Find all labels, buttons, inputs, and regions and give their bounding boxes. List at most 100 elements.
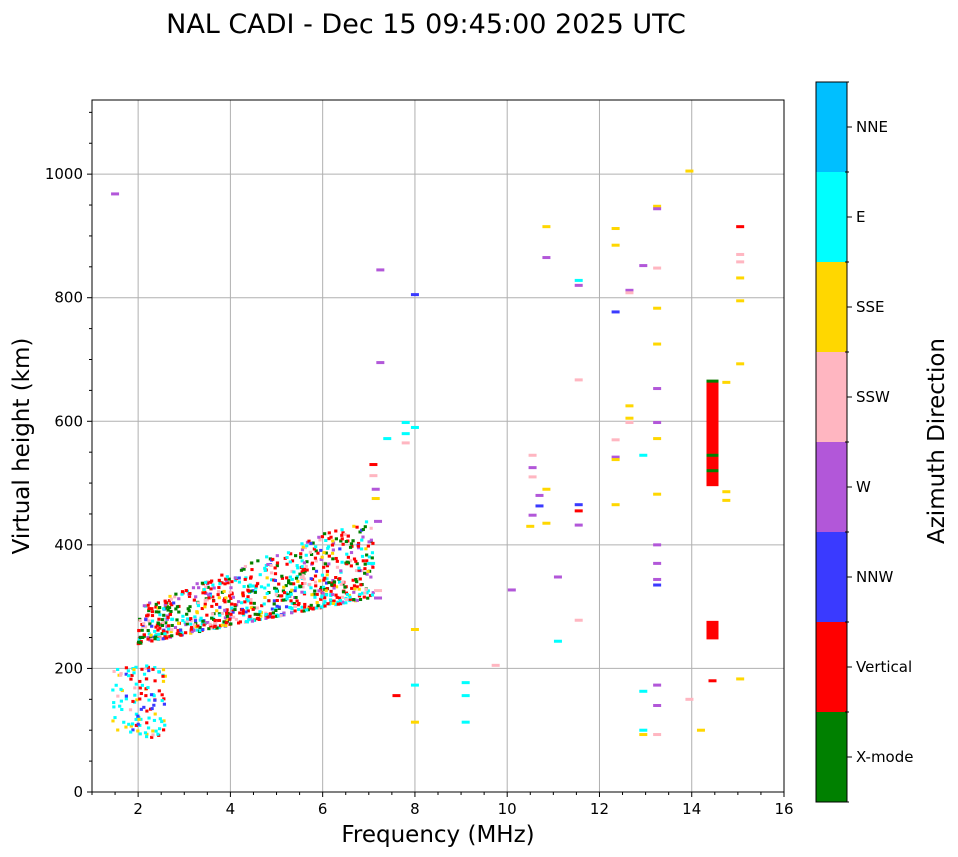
- echo-sse: [611, 458, 620, 462]
- echo-vertical: [165, 636, 169, 640]
- echo-vertical: [315, 592, 319, 596]
- echo-e: [367, 561, 376, 565]
- echo-ssw: [303, 581, 307, 585]
- echo-e: [130, 722, 135, 726]
- echo-sse: [224, 624, 228, 628]
- echo-sse: [259, 614, 263, 618]
- echo-vertical: [248, 614, 252, 618]
- echo-vertical: [248, 576, 253, 580]
- echo-e: [302, 590, 306, 594]
- echo-vertical: [225, 608, 229, 612]
- echo-e: [204, 580, 208, 584]
- echo-vertical: [246, 595, 250, 599]
- echo-e: [200, 622, 204, 626]
- echo-x-mode: [273, 586, 277, 590]
- echo-x-mode: [298, 584, 302, 588]
- echo-sse: [611, 227, 620, 231]
- echo-e: [262, 602, 266, 606]
- echo-w: [653, 387, 662, 391]
- echo-e: [329, 594, 333, 598]
- echo-sse: [722, 498, 731, 502]
- echo-e: [574, 278, 583, 282]
- echo-e: [134, 712, 139, 716]
- echo-vertical: [192, 598, 196, 602]
- echo-sse: [331, 539, 335, 543]
- echo-e: [237, 580, 242, 584]
- echo-e: [338, 598, 342, 602]
- echo-sse: [542, 225, 551, 229]
- echo-e: [300, 565, 304, 569]
- echo-e: [199, 616, 203, 620]
- echo-w: [197, 586, 201, 590]
- echo-e: [160, 699, 164, 703]
- echo-x-mode: [175, 605, 180, 609]
- echo-ssw: [736, 260, 745, 264]
- echo-nnw: [535, 504, 544, 508]
- echo-w: [223, 616, 228, 620]
- echo-w: [282, 611, 286, 615]
- echo-ssw: [369, 474, 378, 478]
- echo-vertical: [330, 581, 334, 585]
- echo-vertical: [150, 607, 154, 611]
- echo-vertical: [322, 578, 326, 582]
- echo-nnw: [153, 698, 157, 702]
- echo-w: [369, 538, 373, 542]
- echo-x-mode: [292, 602, 296, 606]
- echo-x-mode: [275, 564, 279, 568]
- echo-e: [147, 698, 151, 702]
- echo-vertical: [355, 525, 359, 529]
- echo-e: [320, 594, 324, 598]
- echo-e: [163, 723, 167, 727]
- echo-x-mode: [253, 590, 257, 594]
- echo-x-mode: [341, 582, 345, 586]
- echo-x-mode: [312, 567, 316, 571]
- echo-x-mode: [170, 623, 174, 627]
- echo-x-mode: [200, 581, 205, 585]
- echo-e: [296, 566, 300, 570]
- x-tick-label: 4: [226, 800, 236, 818]
- echo-vertical: [167, 599, 172, 603]
- echo-sse: [653, 342, 662, 346]
- echo-vertical: [167, 624, 171, 628]
- echo-nnw: [251, 589, 255, 593]
- echo-vertical: [291, 582, 296, 586]
- echo-vertical: [202, 623, 206, 627]
- echo-e: [263, 569, 267, 573]
- echo-vertical: [320, 535, 324, 539]
- echo-ssw: [269, 563, 273, 567]
- echo-vertical: [144, 694, 148, 698]
- echo-ssw: [144, 666, 148, 670]
- echo-e: [328, 598, 333, 602]
- echo-w: [653, 543, 662, 547]
- echo-x-mode: [256, 559, 260, 563]
- echo-vertical: [256, 616, 260, 620]
- echo-vertical: [334, 593, 338, 597]
- echo-e: [112, 701, 116, 705]
- echo-e: [344, 601, 348, 605]
- echo-x-mode: [323, 532, 327, 536]
- echo-vertical: [323, 596, 327, 600]
- echo-ssw: [204, 585, 208, 589]
- echo-vertical: [158, 626, 162, 630]
- echo-sse: [736, 362, 745, 366]
- echo-ssw: [158, 637, 162, 641]
- echo-vertical: [362, 595, 366, 599]
- echo-sse: [189, 631, 193, 635]
- echo-w: [361, 535, 365, 539]
- echo-e: [383, 437, 392, 441]
- echo-x-mode: [299, 555, 303, 559]
- echo-e: [147, 632, 151, 636]
- echo-w: [290, 611, 294, 615]
- echo-x-mode: [198, 625, 202, 629]
- echo-x-mode: [174, 592, 178, 596]
- echo-ssw: [653, 733, 662, 737]
- echo-x-mode: [239, 568, 244, 572]
- echo-x-mode: [306, 608, 310, 612]
- echo-e: [313, 595, 317, 599]
- colorbar-frame: [815, 81, 848, 803]
- echo-vertical: [371, 541, 375, 545]
- echo-w: [574, 283, 583, 287]
- echo-vertical: [329, 589, 333, 593]
- echo-e: [360, 547, 364, 551]
- x-tick-label: 10: [498, 800, 517, 818]
